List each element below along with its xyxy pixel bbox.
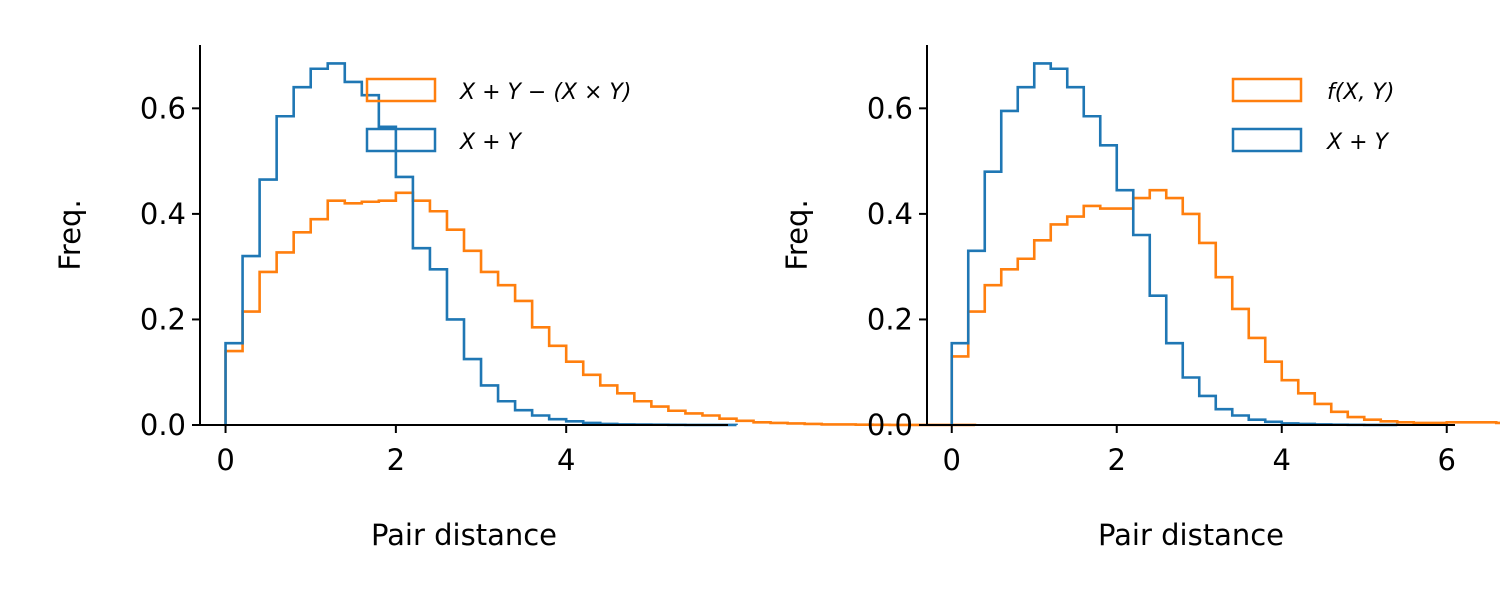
left-xtick-label: 4 bbox=[557, 443, 575, 477]
left-xtick-label: 0 bbox=[216, 443, 234, 477]
right-xtick-label: 2 bbox=[1108, 443, 1126, 477]
left-x-axis-title: Pair distance bbox=[371, 518, 557, 552]
left-xtick-label: 2 bbox=[387, 443, 405, 477]
right-ytick-label: 0.2 bbox=[867, 302, 913, 336]
right-x-axis-title: Pair distance bbox=[1098, 518, 1284, 552]
left-ytick-label: 0.4 bbox=[140, 197, 186, 231]
left-legend-swatch-blue bbox=[365, 127, 437, 153]
right-panel: 0.0 0.2 0.4 0.6 0 2 4 6 Pair distance Freq. f(… bbox=[780, 45, 1500, 552]
right-y-axis-title: Freq. bbox=[780, 199, 814, 270]
left-legend: X + Y − (X × Y) X + Y bbox=[365, 77, 631, 155]
right-ytick-label: 0.6 bbox=[867, 91, 913, 125]
left-plot-area bbox=[224, 62, 977, 427]
right-ytick-label: 0.4 bbox=[867, 197, 913, 231]
right-hist-blue bbox=[950, 62, 1399, 427]
left-legend-label-1: X + Y − (X × Y) bbox=[459, 80, 631, 105]
right-legend-swatch-blue bbox=[1231, 127, 1303, 153]
right-plot-area bbox=[950, 62, 1500, 427]
left-ytick-label: 0.6 bbox=[140, 91, 186, 125]
right-x-ticks: 0 2 4 6 bbox=[943, 425, 1456, 477]
left-panel: 0.0 0.2 0.4 0.6 0 2 4 Pair distance Freq. X +… bbox=[53, 45, 977, 552]
right-xtick-label: 4 bbox=[1273, 443, 1291, 477]
right-legend-label-1: f(X, Y) bbox=[1327, 80, 1394, 105]
right-legend: f(X, Y) X + Y bbox=[1231, 77, 1394, 155]
left-hist-blue bbox=[224, 62, 738, 427]
right-ytick-label: 0.0 bbox=[867, 408, 913, 442]
left-legend-label-2: X + Y bbox=[459, 130, 522, 155]
left-ytick-label: 0.2 bbox=[140, 302, 186, 336]
left-ytick-label: 0.0 bbox=[140, 408, 186, 442]
right-hist-orange bbox=[950, 188, 1500, 425]
right-legend-label-2: X + Y bbox=[1326, 130, 1389, 155]
right-xtick-label: 0 bbox=[943, 443, 961, 477]
left-legend-swatch-orange bbox=[365, 77, 437, 103]
left-y-ticks: 0.0 0.2 0.4 0.6 bbox=[140, 91, 200, 442]
left-y-axis-title: Freq. bbox=[53, 199, 87, 270]
right-y-ticks: 0.0 0.2 0.4 0.6 bbox=[867, 91, 927, 442]
left-x-ticks: 0 2 4 bbox=[216, 425, 575, 477]
left-hist-orange bbox=[224, 191, 977, 427]
right-xtick-label: 6 bbox=[1438, 443, 1456, 477]
right-legend-swatch-orange bbox=[1231, 77, 1303, 103]
